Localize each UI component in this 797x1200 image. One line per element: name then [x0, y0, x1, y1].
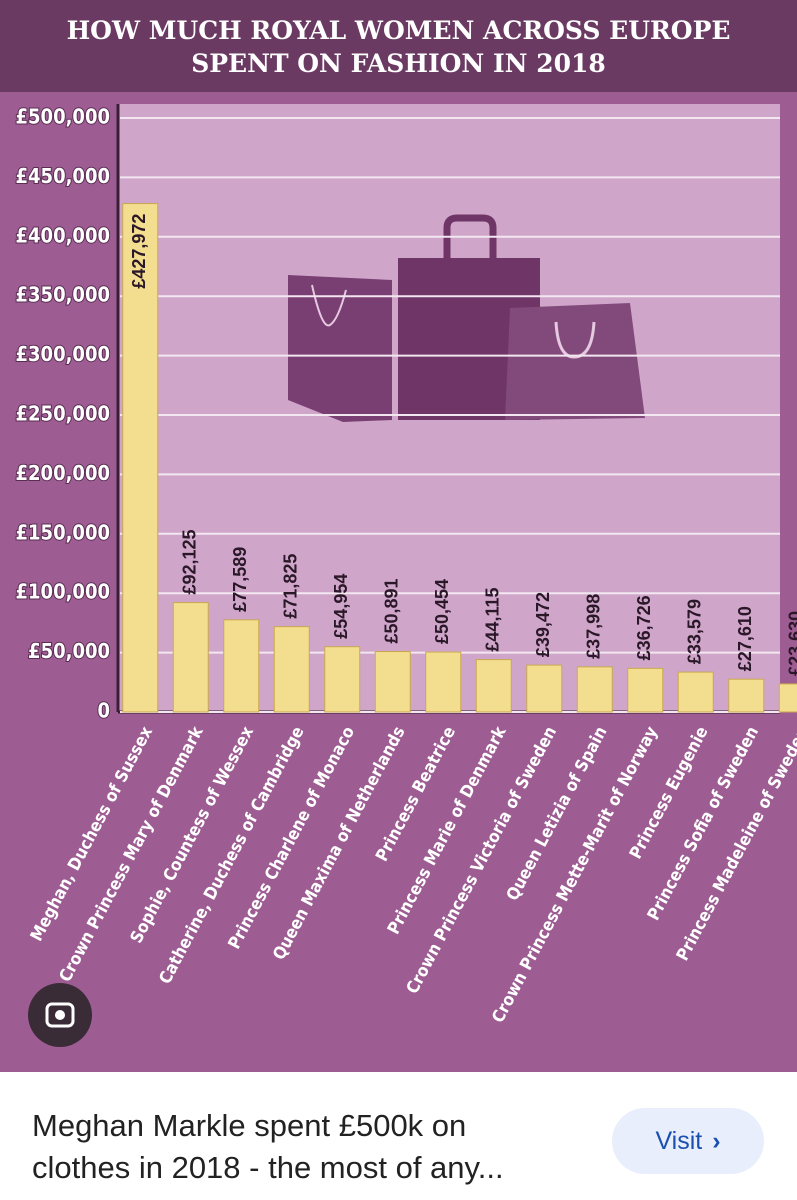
y-tick-label: £50,000: [28, 639, 110, 663]
bar: [778, 683, 797, 713]
value-label: £71,825: [281, 554, 301, 619]
value-label: £92,125: [180, 529, 200, 594]
y-tick-label: £100,000: [16, 580, 110, 604]
bar: [374, 651, 411, 713]
bar: [728, 678, 765, 713]
bar: [576, 666, 613, 713]
value-label: £44,115: [483, 588, 503, 652]
y-tick-label: £500,000: [16, 105, 110, 129]
y-tick-label: £150,000: [16, 520, 110, 544]
y-tick-label: £300,000: [16, 342, 110, 366]
value-label: £36,726: [634, 595, 654, 660]
camera-button[interactable]: [28, 983, 92, 1047]
bar: [627, 667, 664, 713]
y-tick-label: 0: [97, 699, 110, 723]
value-label: £37,998: [584, 594, 604, 659]
bar: [324, 646, 361, 713]
value-label: £77,589: [230, 547, 250, 612]
bar: [425, 651, 462, 713]
bar: [172, 602, 209, 713]
value-label: £33,579: [685, 599, 705, 664]
y-tick-label: £250,000: [16, 402, 110, 426]
value-label: £39,472: [533, 592, 553, 657]
caption-line[interactable]: Meghan Markle spent £500k on: [32, 1108, 467, 1143]
y-tick-label: £200,000: [16, 461, 110, 485]
chart-title: HOW MUCH ROYAL WOMEN ACROSS EUROPE SPENT…: [66, 16, 731, 78]
chevron: ›: [712, 1126, 721, 1155]
y-tick-label: £450,000: [16, 164, 110, 188]
bar: [526, 664, 563, 713]
y-tick-label: £350,000: [16, 283, 110, 307]
caption-line[interactable]: clothes in 2018 - the most of any...: [32, 1150, 504, 1185]
chart: 0 £50,000 £100,000 £150,000 £200,000 £250,000…: [0, 0, 797, 1072]
bar: [273, 626, 310, 713]
value-label: £54,954: [331, 574, 351, 639]
value-label: £427,972: [129, 214, 149, 289]
bar: [475, 659, 512, 713]
lens-dot: [55, 1010, 65, 1020]
title-band: [0, 0, 797, 92]
lens-glyph: [45, 1002, 75, 1028]
bar: [122, 203, 159, 713]
button-label[interactable]: Visit: [655, 1126, 703, 1155]
bar: [223, 619, 260, 713]
y-tick-label: £400,000: [16, 223, 110, 247]
value-label: £27,610: [735, 606, 755, 671]
bar: [677, 671, 714, 713]
shopping-bags: [288, 214, 645, 422]
value-label: £50,891: [382, 578, 402, 643]
visit-button[interactable]: Visit ›: [612, 1108, 764, 1174]
value-label: £50,454: [432, 579, 452, 644]
value-label: £23,630: [786, 611, 797, 676]
